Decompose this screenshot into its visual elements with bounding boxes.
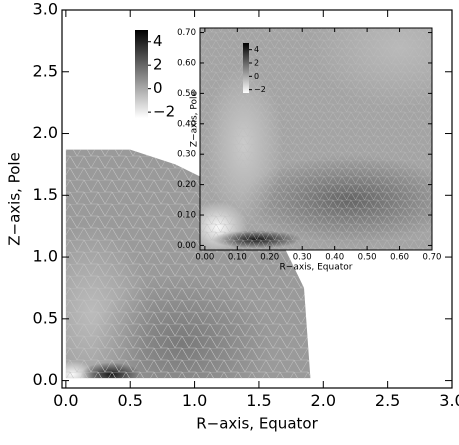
y-tick-label: 0.50 [177, 89, 196, 99]
x-tick-label: 3.0 [439, 391, 459, 410]
y-tick-label: 0.0 [33, 370, 58, 389]
x-tick-label: 0.30 [293, 253, 312, 263]
mesh-lines [200, 28, 432, 250]
y-axis-label: Z−axis, Pole [6, 152, 24, 246]
colorbar-tick-label: −2 [254, 85, 266, 94]
x-tick-label: 0.50 [358, 253, 377, 263]
y-tick-label: 0.00 [177, 241, 196, 251]
y-tick-label: 2.0 [33, 123, 58, 142]
x-axis-label: R−axis, Equator [280, 263, 353, 273]
x-tick-label: 2.5 [375, 391, 400, 410]
y-tick-label: 0.10 [177, 211, 196, 221]
colorbar [243, 43, 249, 93]
colorbar-tick-label: 4 [153, 32, 163, 50]
y-tick-label: 0.5 [33, 308, 58, 327]
mesh [200, 28, 432, 250]
colorbar [135, 30, 148, 118]
y-tick-label: 3.0 [33, 0, 58, 19]
y-axis-label: Z−axis, Pole [190, 90, 200, 147]
mesh-shading [65, 149, 311, 379]
colorbar-tick-label: 2 [153, 56, 163, 74]
y-tick-label: 0.70 [177, 28, 196, 38]
y-tick-label: 0.60 [177, 58, 196, 68]
colorbar-tick-label: 4 [254, 45, 259, 54]
x-tick-label: 0.70 [423, 253, 442, 263]
colorbar-tick-label: −2 [153, 103, 175, 121]
x-tick-label: 0.60 [390, 253, 409, 263]
plot-frame [61, 9, 453, 389]
x-axis-label: R−axis, Equator [196, 415, 318, 433]
y-tick-label: 1.5 [33, 185, 58, 204]
x-tick-label: 1.0 [182, 391, 207, 410]
plot-frame [199, 27, 433, 251]
x-tick-label: 2.0 [311, 391, 336, 410]
mesh [65, 149, 311, 379]
colorbar-tick-label: 2 [254, 59, 259, 68]
y-tick-label: 0.40 [177, 119, 196, 129]
x-tick-label: 0.40 [325, 253, 344, 263]
x-tick-label: 0.20 [260, 253, 279, 263]
y-tick-label: 0.20 [177, 180, 196, 190]
x-tick-label: 0.00 [195, 253, 214, 263]
y-tick-label: 2.5 [33, 61, 58, 80]
colorbar-tick-label: 0 [254, 72, 259, 81]
x-tick-label: 0.0 [53, 391, 78, 410]
y-tick-label: 1.0 [33, 247, 58, 266]
colorbar-tick-label: 0 [153, 79, 163, 97]
x-tick-label: 1.5 [246, 391, 271, 410]
x-tick-label: 0.10 [228, 253, 247, 263]
x-tick-label: 0.5 [117, 391, 142, 410]
y-tick-label: 0.30 [177, 150, 196, 160]
mesh-shading [200, 28, 432, 250]
